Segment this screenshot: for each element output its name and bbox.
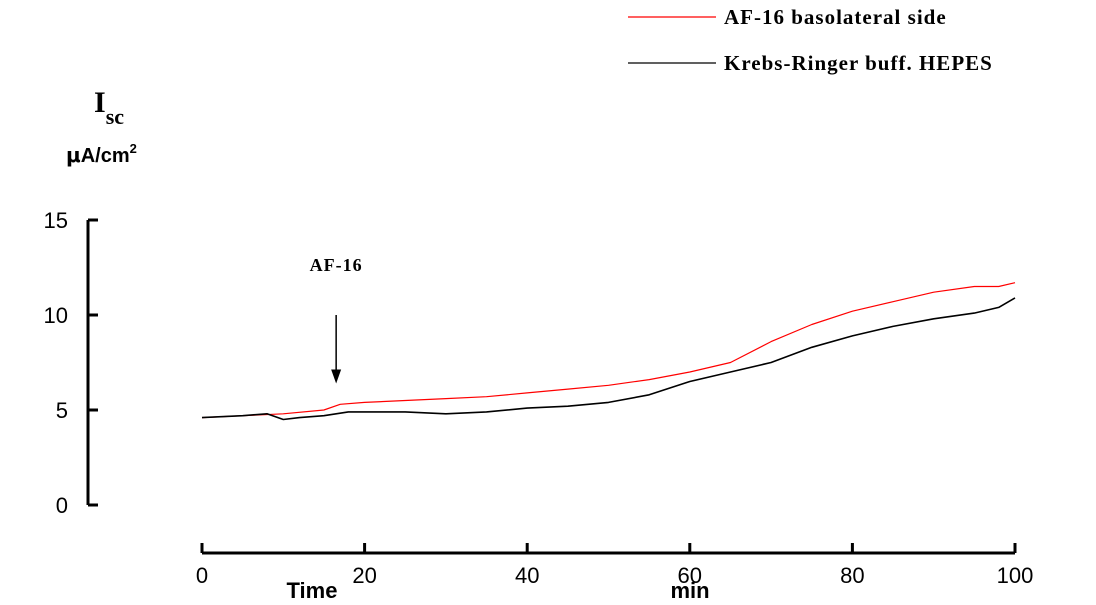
axes	[86, 220, 1015, 555]
y-axis-unit: μA/cm2	[66, 141, 137, 167]
x-tick-label: 80	[840, 563, 864, 588]
series-group	[201, 282, 1016, 421]
x-tick-label: 20	[352, 563, 376, 588]
annotation-label: AF-16	[310, 255, 363, 275]
x-tick-label: 0	[196, 563, 208, 588]
x-tick-label: 40	[515, 563, 539, 588]
y-tick-label: 0	[56, 493, 68, 518]
y-axis-label: Isc	[94, 86, 124, 129]
y-axis-unit-text: A/cm	[81, 145, 130, 167]
y-tick-label: 10	[44, 303, 68, 328]
series-line-1	[201, 297, 1016, 421]
series-line-0	[201, 282, 1016, 419]
annotation-arrow	[331, 315, 342, 384]
x-tick-label: 60	[678, 563, 702, 588]
y-tick-label: 15	[44, 208, 68, 233]
y-ticks: 0 5 10 15	[44, 208, 98, 518]
legend-label-krebs: Krebs-Ringer buff. HEPES	[724, 51, 993, 75]
y-axis-label-subscript: sc	[106, 104, 125, 129]
y-axis-unit-superscript: 2	[130, 141, 137, 156]
x-axis-unit: min	[670, 578, 709, 603]
x-tick-label: 100	[997, 563, 1034, 588]
y-tick-label: 5	[56, 398, 68, 423]
x-axis-title: Time	[287, 578, 338, 603]
legend: AF-16 basolateral side Krebs-Ringer buff…	[628, 5, 993, 75]
annotation-arrow-head	[331, 369, 342, 384]
y-axis-unit-prefix: μ	[66, 143, 81, 167]
x-ticks: 0 20 40 60 80 100	[196, 543, 1033, 588]
y-axis-label-main: I	[94, 86, 106, 119]
legend-label-af16: AF-16 basolateral side	[724, 5, 947, 29]
